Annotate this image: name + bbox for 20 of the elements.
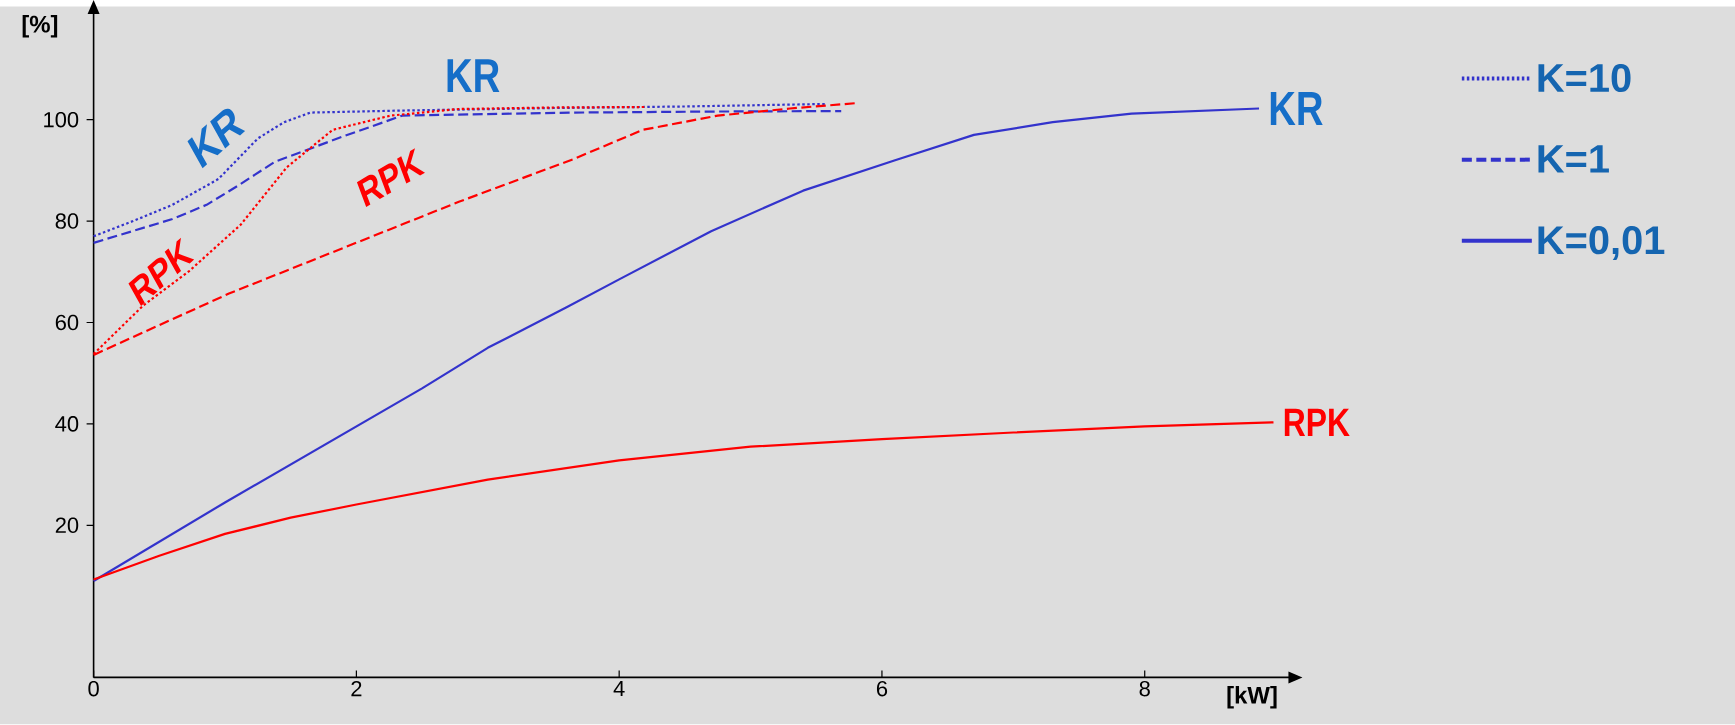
x-axis-title: [kW] xyxy=(1227,686,1277,709)
x-tick-label: 4 xyxy=(613,681,625,697)
annotation: RPK xyxy=(1284,408,1350,437)
y-tick-label: 80 xyxy=(55,213,79,230)
x-tick-label: 2 xyxy=(351,681,362,697)
x-tick-label: 0 xyxy=(88,681,99,697)
annotation: KR xyxy=(187,109,246,169)
y-tick-label: 60 xyxy=(55,314,79,331)
y-tick-label: 40 xyxy=(55,416,79,432)
legend-label: K=10 xyxy=(1538,64,1631,93)
annotation: RPK xyxy=(356,148,425,208)
y-axis-title: [%] xyxy=(22,15,58,38)
legend-label: K=0,01 xyxy=(1538,226,1665,261)
annotation: KR xyxy=(1270,92,1323,126)
x-tick-label: 8 xyxy=(1139,681,1150,697)
x-tick-label: 6 xyxy=(876,681,888,697)
y-tick-label: 20 xyxy=(55,517,79,534)
legend-label: K=1 xyxy=(1538,145,1609,173)
annotation: KR xyxy=(447,59,500,93)
y-tick-label: 100 xyxy=(44,112,79,128)
